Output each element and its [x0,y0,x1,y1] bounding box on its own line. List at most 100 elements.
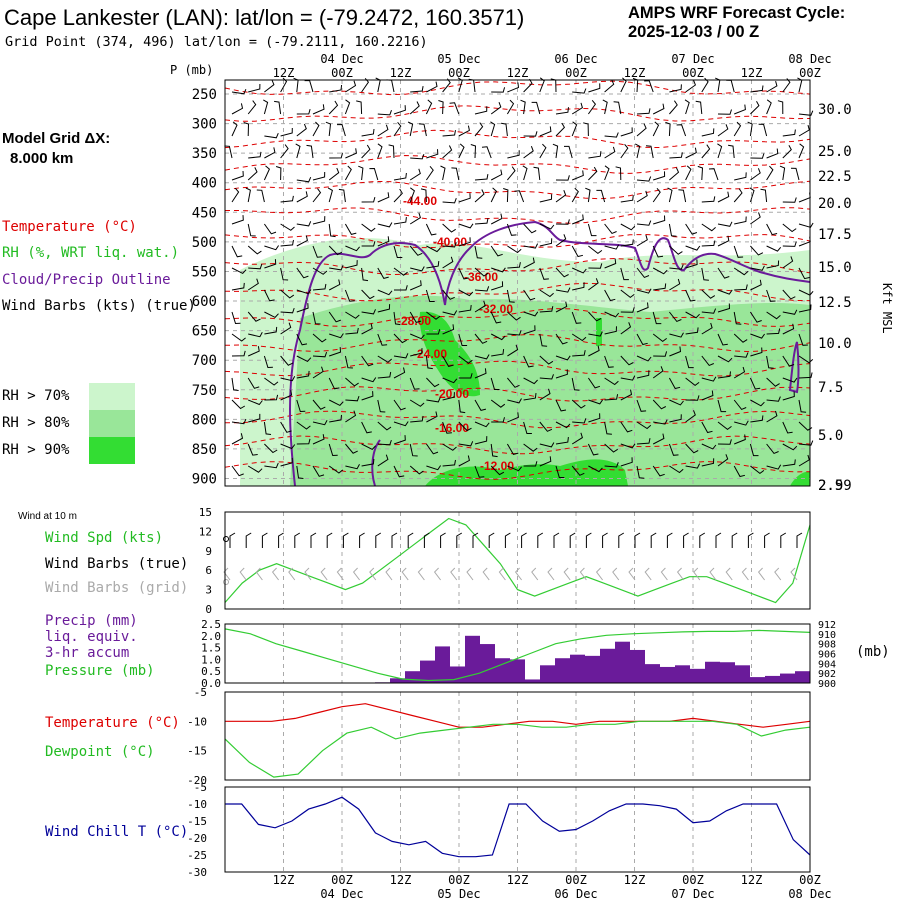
wind-barb [798,333,808,346]
wind-barb [701,144,711,159]
wind-barb-grid [466,567,474,581]
wind-barb [555,355,571,361]
wind-barb [604,421,612,435]
wind-barb [507,262,521,269]
wind-barbs-true-label: Wind Barbs (true) [45,556,188,572]
temperature-contour [224,461,811,480]
wind-barb [798,440,814,446]
wind-barb [393,399,406,411]
wind-barb [296,438,311,445]
wind-barb [766,260,780,269]
wind-barb [312,351,328,358]
wind-barb [555,465,565,478]
wind-barb [507,465,522,472]
wind-barb [275,166,282,181]
wind-barb [377,355,393,363]
chill-y-tick: -10 [187,798,207,811]
wind-barb [507,82,520,93]
wind-barb [539,456,552,467]
kft-msl-label: Kft MSL [880,283,894,334]
station-title: Cape Lankester (LAN): lat/lon = (-79.247… [4,5,524,30]
wind-barb [669,167,680,181]
wind-barb-grid [336,567,344,581]
wind-barb [358,165,364,181]
rh90-region-surface [425,459,628,486]
wind-barb [328,100,339,115]
temperature-contour [224,129,811,149]
wind-barb [652,121,660,137]
wind-barb [442,377,458,384]
wind-barb [552,143,559,159]
wind-barb-true [423,532,430,548]
wind-barb [539,143,547,159]
wind-barb [523,393,537,401]
wind-barb [669,414,682,423]
wind-barb [442,392,455,401]
wind-barb [652,433,665,445]
wind-barb [726,79,735,93]
wind-barb [539,238,553,247]
wind-barb [329,333,344,339]
wind-barb [588,399,604,405]
wind-barb [328,279,341,291]
wind-barb [442,198,457,204]
wind-barb [604,394,619,401]
wind-barb [393,172,407,181]
wind-barb [312,104,325,115]
wind-barb [523,223,537,234]
chill-y-tick: -15 [187,815,207,828]
wind-barb [669,332,684,338]
wind-barb [280,390,293,401]
wind-barb [280,443,296,450]
wind-barb [733,245,744,258]
wind-barb [280,322,292,335]
wind-barb [231,465,244,477]
wind-barb [717,124,729,137]
wind-barb [409,399,425,407]
wind-barb [458,267,469,280]
wind-barb [256,189,265,203]
wind-barb [312,420,328,426]
wind-barb [766,377,780,387]
wind-barb [231,311,241,325]
temperature-contour-label: -28.00 [397,314,431,328]
temperature-contour [224,386,811,402]
pressure-y-tick: 900 [818,679,836,690]
wind-barb [750,333,766,339]
wind-barb [393,367,406,379]
temperature-contour [224,435,811,455]
wind-barb [782,129,796,137]
wind-barb [377,421,392,431]
wind-barb [604,244,620,250]
wind-barb [474,286,490,292]
wind-barb [766,99,772,115]
wind-barb [345,80,357,93]
wind-barb [708,168,719,181]
wind-barb [571,377,580,391]
wind-barb-grid [401,567,409,581]
wind-barb [490,245,503,257]
wind-barb [410,266,425,272]
chill-y-tick: -5 [194,781,207,794]
wind-barb [369,167,379,181]
wind-barb [280,307,295,314]
wind-barb [507,398,522,404]
wind-barb [328,223,336,238]
rh90-region-right [790,471,810,486]
wind-barb [296,177,312,183]
wind-barb [572,170,584,181]
wind-barb [555,219,570,225]
wind-barb [296,289,312,295]
wind-barb [458,223,474,229]
wind-barb [588,278,599,291]
wind-barb [766,165,774,181]
wind-barb [587,377,601,389]
legend-temperature: Temperature (°C) [2,219,137,235]
wind-barb [491,281,504,291]
wind-barb [596,189,606,203]
bottom-day-label: 05 Dec [437,887,480,900]
legend-rh70-swatch [89,383,135,410]
wind-barb [490,399,506,408]
wind-barb [474,436,488,445]
